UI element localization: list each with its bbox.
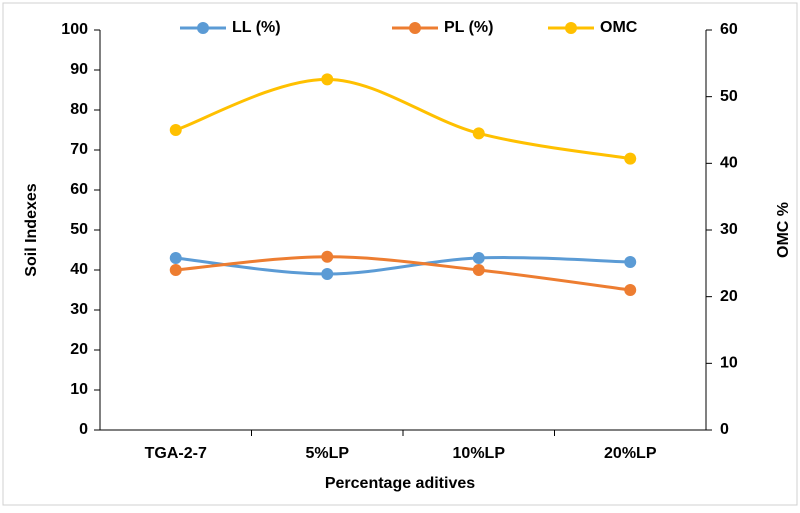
y-tick-label: 30 [70, 301, 88, 318]
y-tick-label: 0 [79, 421, 88, 438]
x-tick-label: 20%LP [604, 445, 657, 462]
y2-tick-label: 30 [720, 221, 738, 238]
series-marker [321, 250, 334, 263]
series-marker [624, 284, 637, 296]
x-tick-label: 10%LP [453, 445, 506, 462]
series-line [175, 256, 631, 276]
x-tick-label: TGA-2-7 [145, 445, 207, 462]
series-marker [169, 124, 182, 136]
series-marker [624, 152, 637, 165]
legend-marker [197, 22, 209, 34]
chart-frame [2, 2, 798, 506]
series-marker [169, 264, 182, 276]
series-marker [472, 264, 485, 276]
legend-label: OMC [600, 19, 638, 36]
legend-marker [409, 22, 421, 34]
series-marker [169, 252, 182, 264]
y-tick-label: 70 [70, 141, 88, 158]
y-tick-label: 40 [70, 261, 88, 278]
x-axis-title: Percentage aditives [325, 475, 475, 492]
series-marker [321, 268, 334, 280]
series-marker [472, 252, 485, 264]
y-tick-label: 50 [70, 221, 88, 238]
series-marker [472, 127, 485, 140]
y2-tick-label: 10 [720, 355, 738, 372]
y-tick-label: 20 [70, 341, 88, 358]
series-line [175, 255, 631, 292]
y2-tick-label: 60 [720, 21, 738, 38]
legend-label: PL (%) [444, 19, 493, 36]
y2-tick-label: 50 [720, 88, 738, 105]
y2-tick-label: 40 [720, 155, 738, 172]
legend-label: LL (%) [232, 19, 281, 36]
y-tick-label: 90 [70, 61, 88, 78]
y2-tick-label: 0 [720, 421, 729, 438]
y2-tick-label: 20 [720, 288, 738, 305]
y2-axis-title: OMC % [775, 202, 792, 258]
x-tick-label: 5%LP [305, 445, 349, 462]
legend-marker [565, 22, 577, 34]
series-marker [624, 256, 637, 268]
y-tick-label: 10 [70, 381, 88, 398]
y-tick-label: 80 [70, 101, 88, 118]
y-tick-label: 60 [70, 181, 88, 198]
y-tick-label: 100 [61, 21, 88, 38]
series-marker [321, 73, 334, 86]
series-line [175, 77, 631, 161]
y-axis-title: Soil Indexes [23, 183, 40, 276]
